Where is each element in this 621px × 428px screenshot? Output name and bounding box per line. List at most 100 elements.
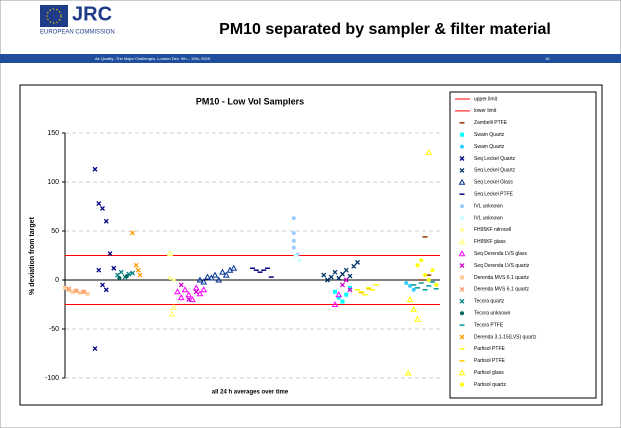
legend-label: Seq Leckel Quartz (474, 156, 516, 162)
point (130, 230, 135, 236)
page-number: 16 (545, 56, 550, 61)
legend-label: lower limit (474, 108, 497, 114)
point (215, 276, 223, 283)
point (340, 299, 345, 304)
point (408, 283, 412, 288)
point (73, 288, 79, 294)
point (297, 258, 302, 263)
point (340, 282, 345, 288)
legend-label: Partisol PTFE (474, 346, 506, 352)
point (425, 149, 433, 156)
point (100, 206, 105, 211)
point (70, 289, 75, 294)
legend-label: IVL unknown (474, 215, 503, 221)
point (331, 300, 339, 307)
point (193, 289, 199, 295)
point (414, 315, 421, 322)
point (291, 238, 296, 243)
point (343, 277, 349, 283)
point (181, 286, 189, 293)
legend-label: Derenda MVS 6.1 quartz (474, 275, 530, 281)
point (351, 263, 357, 269)
point (192, 284, 200, 291)
legend-swatch (459, 263, 465, 269)
point (63, 285, 67, 290)
legend-label: Derenda 3.1-15(LVS) quartz (474, 334, 537, 340)
logo-flag (40, 5, 68, 27)
point (189, 296, 196, 303)
legend-label: Partisol quartz (474, 382, 506, 388)
point (344, 292, 349, 297)
point (81, 289, 87, 295)
point (293, 253, 298, 258)
point (66, 287, 71, 292)
legend-swatch (459, 167, 465, 173)
point (222, 271, 230, 278)
point (103, 287, 109, 293)
footer-band (0, 54, 621, 63)
point (196, 290, 204, 297)
point (135, 267, 141, 273)
point (355, 259, 360, 265)
point (333, 289, 337, 294)
legend-label: FH95KF nitrocell (474, 227, 511, 233)
legend-swatch (459, 298, 465, 304)
point (426, 278, 431, 282)
point (415, 263, 420, 268)
point (347, 287, 353, 293)
y-tick-label: 50 (51, 228, 59, 235)
chart-title: PM10 - Low Vol Samplers (196, 96, 304, 106)
legend-swatch (458, 238, 466, 245)
legend-label: FH95KF glass (474, 239, 506, 245)
point (186, 297, 192, 303)
point (178, 282, 184, 288)
point (170, 303, 178, 310)
legend-label: Seq Derenda LVS quartz (474, 263, 530, 269)
y-axis-label: % deviation from target (29, 216, 36, 294)
point (133, 262, 139, 268)
legend-swatch (460, 144, 464, 149)
legend-label: Partisol PTFE (474, 358, 506, 364)
y-tick-label: -100 (45, 375, 59, 382)
point (168, 310, 176, 317)
legend-swatch (459, 286, 465, 292)
legend-label: Seq Leckel PTFE (474, 192, 514, 198)
point (343, 267, 349, 273)
point (291, 216, 296, 221)
point (321, 272, 327, 278)
point (107, 251, 113, 256)
logo-text: JRC (72, 3, 112, 25)
point (419, 258, 424, 263)
legend-label: Seq Leckel Quartz (474, 168, 516, 174)
legend-swatch (458, 178, 466, 185)
point (230, 264, 238, 271)
point (340, 271, 345, 277)
point (291, 245, 296, 250)
point (207, 274, 215, 281)
point (423, 273, 427, 278)
point (332, 269, 338, 275)
point (336, 275, 342, 281)
point (66, 286, 72, 292)
legend-swatch (459, 156, 465, 161)
legend-label: Tecora unknown (474, 311, 511, 317)
legend-label: Tecora quartz (474, 299, 505, 305)
legend-swatch (458, 250, 466, 257)
legend-label: Derenda MVS 6.1 quartz (474, 287, 530, 293)
point (166, 250, 174, 257)
legend-label: Swam Quartz (474, 132, 505, 138)
point (100, 282, 105, 288)
point (200, 278, 208, 285)
legend-label: upper limit (474, 96, 498, 102)
point (174, 288, 181, 295)
legend-swatch (460, 382, 464, 387)
legend-label: Swam Quartz (474, 144, 505, 150)
point (219, 268, 226, 275)
point (406, 296, 414, 303)
legend-swatch (460, 132, 464, 137)
point (118, 269, 124, 275)
y-tick-label: 0 (55, 277, 59, 284)
legend-swatch (460, 227, 464, 232)
y-tick-label: 150 (47, 130, 59, 137)
